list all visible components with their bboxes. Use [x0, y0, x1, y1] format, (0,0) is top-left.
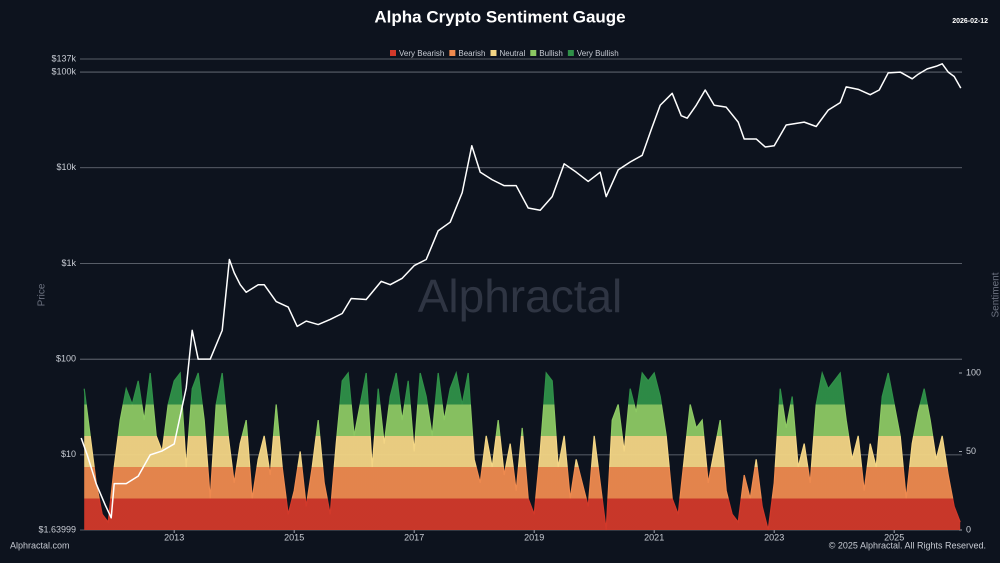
- x-tick-label: 2013: [164, 532, 184, 542]
- y2-tick-label: 0: [966, 524, 971, 534]
- date: 2026-02-12: [952, 18, 988, 25]
- legend-label: Very Bullish: [577, 49, 619, 58]
- y-tick-label: $10: [61, 449, 76, 459]
- x-tick-label: 2021: [644, 532, 664, 542]
- legend-item: Bullish: [530, 49, 563, 58]
- legend-label: Bullish: [539, 49, 563, 58]
- legend-swatch: [490, 50, 497, 56]
- legend-swatch: [449, 50, 456, 56]
- legend-item: Bearish: [449, 49, 485, 58]
- sentiment-area: [84, 373, 961, 530]
- legend-swatch: [530, 50, 537, 56]
- footer-left: Alphractal.com: [10, 540, 70, 550]
- legend-swatch: [390, 50, 396, 56]
- x-tick-label: 2017: [404, 532, 424, 542]
- footer-right: © 2025 Alphractal. All Rights Reserved.: [829, 540, 986, 550]
- y2-axis-label: Sentiment: [991, 272, 1000, 317]
- watermark: Alphractal: [418, 270, 623, 322]
- legend-swatch: [567, 50, 574, 56]
- legend-item: Neutral: [490, 49, 525, 58]
- y-tick-label: $100k: [51, 66, 76, 76]
- legend-label: Very Bearish: [399, 49, 444, 58]
- legend-label: Bearish: [458, 49, 485, 58]
- x-tick-label: 2015: [284, 532, 304, 542]
- y-tick-label: $10k: [56, 162, 76, 172]
- y-tick-label: $137k: [51, 53, 76, 63]
- legend-item: Very Bullish: [567, 49, 619, 58]
- y-axis-label: Price: [37, 283, 48, 306]
- y-tick-label: $1k: [61, 258, 76, 268]
- legend-label: Neutral: [499, 49, 525, 58]
- legend-item: Very Bearish: [390, 49, 444, 58]
- sentiment-line: [83, 370, 961, 531]
- y-tick-label: $100: [56, 354, 76, 364]
- chart-title: Alpha Crypto Sentiment Gauge: [374, 7, 625, 26]
- x-tick-label: 2025: [884, 532, 904, 542]
- y-tick-label: $1.63999: [38, 524, 76, 534]
- price-line: [80, 63, 962, 519]
- y2-tick-label: 100: [966, 367, 981, 377]
- x-tick-label: 2019: [524, 532, 544, 542]
- x-tick-label: 2023: [764, 532, 784, 542]
- y2-tick-label: 50: [966, 446, 976, 456]
